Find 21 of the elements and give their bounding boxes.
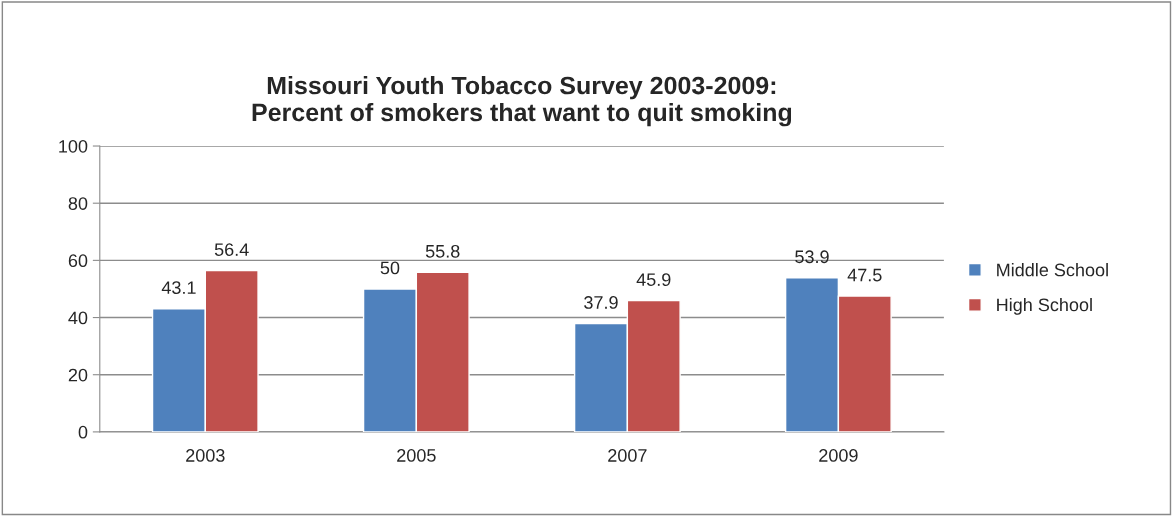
legend-label: High School (997, 297, 1092, 315)
y-tick-label: 0 (78, 425, 88, 439)
data-label: 45.9 (636, 273, 671, 286)
y-tick-label: 100 (59, 139, 88, 153)
data-label: 56.4 (214, 243, 249, 256)
x-tick-label: 2003 (186, 449, 225, 462)
x-tick-label: 2005 (397, 449, 436, 462)
y-tick-label: 80 (68, 197, 88, 210)
y-tick-label: 20 (68, 368, 88, 382)
data-label: 55.8 (425, 244, 460, 258)
x-tick-label: 2007 (608, 449, 647, 462)
data-label: 47.5 (847, 268, 882, 282)
x-tick-label: 2009 (819, 449, 858, 462)
data-label: 43.1 (161, 281, 196, 294)
data-label: 37.9 (584, 296, 618, 309)
y-tick-label: 40 (68, 311, 88, 325)
data-label: 53.9 (795, 250, 829, 264)
data-label: 50 (380, 261, 400, 275)
legend-label: Middle School (997, 263, 1108, 277)
y-tick-label: 60 (68, 254, 88, 268)
chart-title: Missouri Youth Tobacco Survey 2003-2009: Percent of smokers that want to quit smoking (252, 75, 792, 127)
